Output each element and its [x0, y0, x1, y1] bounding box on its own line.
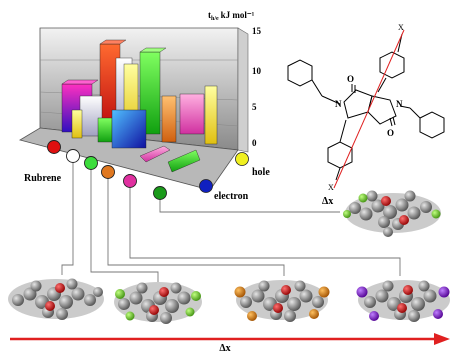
bar-electron-yellow	[71, 109, 83, 139]
oxygen-top: O	[347, 74, 354, 84]
space-filling-model-green-light	[114, 282, 202, 324]
hole-legend-dot	[235, 152, 249, 166]
substituent-bottom: X	[328, 183, 334, 192]
circle-magenta	[123, 174, 137, 188]
compound-circles	[47, 140, 167, 200]
tick-15: 15	[252, 26, 262, 36]
circle-orange	[101, 165, 115, 179]
svg-text:th/ekJ mol⁻¹: th/e kJ mol⁻¹	[208, 10, 255, 22]
connector-white	[61, 163, 74, 275]
connector-green-light	[90, 170, 159, 282]
oxygen-bottom: O	[387, 128, 394, 138]
connector-green-dark	[159, 200, 340, 213]
connector-lines	[61, 163, 401, 282]
benzyl-left	[287, 59, 313, 87]
molecule-structure	[287, 33, 445, 181]
space-filling-model-green-dark	[343, 190, 441, 237]
substituent-top: X	[398, 23, 404, 32]
space-filling-model-magenta	[356, 280, 450, 322]
nitrogen-right: N	[396, 99, 403, 109]
bar-electron-mag-top	[61, 79, 99, 85]
electron-legend-dot	[199, 179, 213, 193]
axis-title-unit: kJ mol⁻¹	[221, 10, 255, 20]
bar-hole-orange	[161, 95, 177, 143]
arrow-head	[434, 333, 450, 345]
circle-green-light	[84, 156, 98, 170]
rubrene-label: Rubrene	[24, 173, 62, 184]
circle-green-dark	[153, 186, 167, 200]
core-ring-right	[367, 95, 397, 125]
phenyl-top	[379, 51, 405, 79]
circle-rubrene-red	[47, 140, 61, 154]
benzyl-right	[419, 111, 445, 139]
nitrogen-left: N	[335, 99, 342, 109]
dx-axis-arrow	[10, 333, 450, 345]
bar-hole-yellow-2	[204, 85, 218, 145]
bar-hole-pink	[179, 93, 205, 135]
electron-label: electron	[214, 191, 249, 202]
bar-electron-green-small	[167, 149, 201, 173]
connector-orange	[107, 179, 285, 276]
tick-0: 0	[252, 138, 257, 148]
tick-10: 10	[252, 66, 262, 76]
axis-title-sub: h/e	[211, 16, 219, 22]
molecule-dx-label: Δx	[322, 196, 333, 207]
molecule-axis-line	[333, 29, 405, 189]
bar-electron-green	[97, 117, 113, 143]
connector-magenta	[129, 188, 401, 276]
space-filling-model-white	[8, 278, 104, 320]
bar-electron-pink-small	[139, 145, 171, 163]
circle-white	[66, 149, 80, 163]
bar-hole-green-top	[139, 47, 167, 53]
tick-5: 5	[252, 102, 257, 112]
core-ring-left	[343, 89, 373, 119]
hole-label: hole	[252, 167, 270, 178]
chart-axis-title: th/e kJ mol⁻¹	[208, 10, 255, 22]
bar-hole-red-top	[99, 39, 127, 45]
space-filling-model-orange	[234, 280, 330, 322]
bar-electron-blue	[111, 109, 147, 149]
bottom-dx-label: Δx	[219, 343, 230, 352]
axis-title-main: t	[208, 10, 211, 20]
chart-side-wall	[237, 27, 249, 153]
bar-chart-3d: th/e kJ mol⁻¹ 15 10 5 0 hole electron	[18, 10, 270, 202]
chart-bars	[61, 39, 218, 173]
